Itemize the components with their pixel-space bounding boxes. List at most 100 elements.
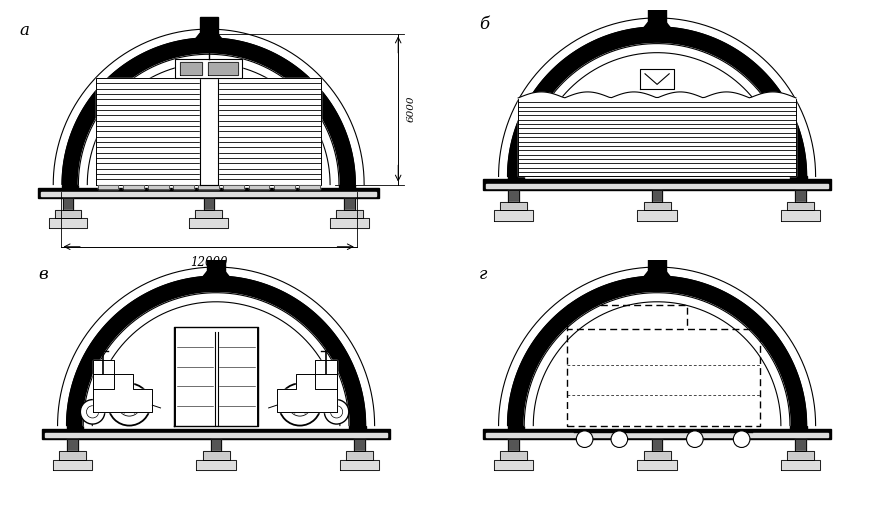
Polygon shape (644, 451, 670, 459)
Polygon shape (42, 429, 390, 439)
Polygon shape (519, 98, 796, 176)
Polygon shape (508, 276, 806, 426)
Text: б: б (479, 17, 489, 33)
Polygon shape (500, 451, 527, 459)
Polygon shape (652, 439, 662, 451)
Polygon shape (200, 17, 218, 41)
Polygon shape (315, 360, 337, 389)
Polygon shape (39, 187, 379, 198)
Polygon shape (197, 459, 235, 470)
Circle shape (279, 384, 321, 426)
Polygon shape (67, 276, 365, 426)
Polygon shape (93, 374, 153, 412)
Polygon shape (41, 192, 376, 196)
Polygon shape (196, 210, 222, 218)
Polygon shape (194, 34, 223, 41)
Polygon shape (67, 426, 83, 434)
Polygon shape (200, 78, 218, 185)
Polygon shape (494, 459, 534, 470)
Polygon shape (62, 185, 78, 194)
Polygon shape (787, 451, 814, 459)
Polygon shape (487, 433, 827, 437)
Polygon shape (203, 451, 229, 459)
Polygon shape (273, 185, 295, 189)
Polygon shape (344, 198, 355, 210)
Polygon shape (62, 38, 355, 185)
Polygon shape (642, 22, 672, 30)
Polygon shape (59, 451, 86, 459)
Polygon shape (638, 210, 676, 221)
Polygon shape (123, 185, 144, 189)
Polygon shape (223, 185, 244, 189)
Polygon shape (524, 293, 790, 426)
Polygon shape (83, 293, 349, 426)
Polygon shape (487, 184, 827, 188)
Polygon shape (204, 198, 213, 210)
Polygon shape (67, 439, 78, 451)
Polygon shape (93, 360, 115, 389)
Polygon shape (96, 78, 200, 185)
Circle shape (733, 431, 750, 447)
Polygon shape (640, 69, 674, 89)
Polygon shape (249, 185, 269, 189)
Polygon shape (508, 190, 519, 202)
Polygon shape (340, 459, 379, 470)
Text: г: г (479, 266, 488, 282)
Polygon shape (781, 459, 820, 470)
Polygon shape (207, 255, 225, 279)
Polygon shape (201, 271, 231, 279)
Text: а: а (19, 22, 29, 39)
Polygon shape (508, 426, 524, 434)
Polygon shape (346, 451, 373, 459)
Circle shape (108, 384, 150, 426)
Polygon shape (642, 271, 672, 279)
Circle shape (576, 431, 593, 447)
Polygon shape (524, 44, 790, 176)
Polygon shape (53, 459, 93, 470)
Polygon shape (790, 426, 806, 434)
Circle shape (611, 431, 628, 447)
Circle shape (80, 400, 105, 424)
Polygon shape (355, 439, 365, 451)
Polygon shape (277, 374, 337, 412)
Polygon shape (483, 180, 831, 190)
Polygon shape (508, 176, 524, 185)
Polygon shape (500, 202, 527, 210)
Polygon shape (299, 185, 320, 189)
Polygon shape (790, 176, 806, 185)
Polygon shape (148, 185, 168, 189)
Polygon shape (336, 210, 363, 218)
Circle shape (686, 431, 703, 447)
Polygon shape (796, 439, 806, 451)
Polygon shape (781, 210, 820, 221)
Polygon shape (349, 426, 365, 434)
Polygon shape (796, 190, 806, 202)
Polygon shape (63, 198, 73, 210)
Text: 12000: 12000 (190, 256, 228, 269)
Polygon shape (330, 218, 369, 228)
Polygon shape (46, 433, 386, 437)
Polygon shape (648, 6, 666, 30)
Polygon shape (787, 202, 814, 210)
Polygon shape (198, 185, 219, 189)
Polygon shape (49, 218, 87, 228)
Polygon shape (55, 210, 81, 218)
Polygon shape (176, 59, 242, 78)
Polygon shape (339, 185, 355, 194)
Polygon shape (173, 185, 194, 189)
Polygon shape (483, 429, 831, 439)
Polygon shape (652, 190, 662, 202)
Text: 6000: 6000 (407, 96, 416, 122)
Polygon shape (190, 218, 228, 228)
Polygon shape (174, 327, 258, 426)
Polygon shape (508, 27, 806, 176)
Polygon shape (211, 439, 221, 451)
Polygon shape (180, 62, 202, 75)
Polygon shape (78, 54, 339, 185)
Polygon shape (508, 439, 519, 451)
Polygon shape (208, 62, 237, 75)
Polygon shape (638, 459, 676, 470)
Polygon shape (644, 202, 670, 210)
Text: в: в (38, 266, 48, 282)
Polygon shape (494, 210, 534, 221)
